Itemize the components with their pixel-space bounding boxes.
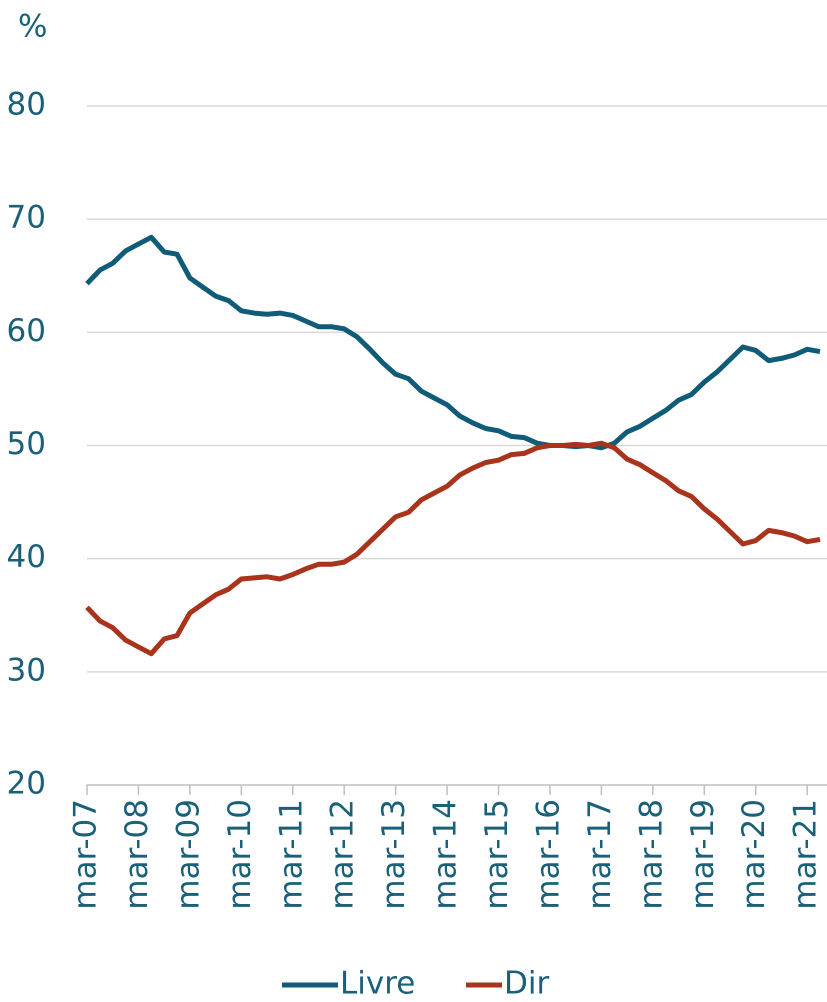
y-tick-label: 60 <box>7 313 46 349</box>
y-tick-label: 70 <box>7 200 46 236</box>
x-tick-label: mar-20 <box>736 799 772 910</box>
y-tick-label: 40 <box>7 539 46 575</box>
x-tick-label: mar-18 <box>633 799 669 910</box>
x-tick-label: mar-13 <box>376 799 412 910</box>
y-unit-label: % <box>18 9 47 45</box>
legend-label: Dir <box>504 966 549 1002</box>
y-tick-label: 50 <box>7 426 46 462</box>
series-line <box>85 234 821 451</box>
y-tick-label: 30 <box>7 652 46 688</box>
y-tick-label: 80 <box>7 87 46 123</box>
x-tick-label: mar-09 <box>170 799 206 910</box>
x-tick-label: mar-14 <box>428 799 464 910</box>
legend-label: Livre <box>340 966 415 1002</box>
y-tick-label: 20 <box>7 766 46 802</box>
series-line <box>85 440 821 657</box>
x-tick-label: mar-07 <box>68 799 104 910</box>
x-tick-label: mar-08 <box>119 799 155 910</box>
x-tick-label: mar-17 <box>582 799 618 910</box>
x-tick-label: mar-21 <box>788 799 824 910</box>
x-tick-label: mar-11 <box>273 799 309 910</box>
x-tick-label: mar-16 <box>530 799 566 910</box>
x-tick-label: mar-19 <box>685 799 721 910</box>
x-tick-label: mar-15 <box>479 799 515 910</box>
x-tick-label: mar-12 <box>325 799 361 910</box>
x-tick-label: mar-10 <box>222 799 258 910</box>
